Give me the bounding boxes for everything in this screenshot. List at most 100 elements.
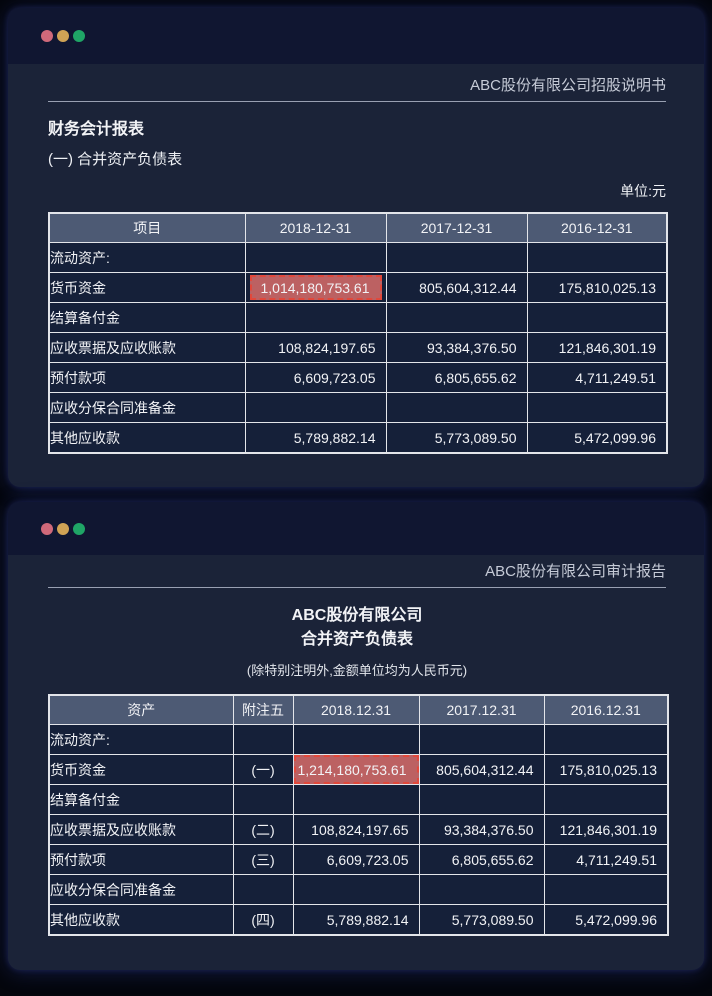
row-label-cell: 预付款项 [48,844,234,875]
value-cell [543,724,669,755]
column-header: 2018.12.31 [292,694,420,725]
value-cell: 175,810,025.13 [526,272,668,303]
window-minimize-icon[interactable] [57,522,69,535]
value-cell [418,874,545,905]
value-cell: 5,472,099.96 [526,422,668,454]
value-cell: 805,604,312.44 [418,754,545,785]
value-cell: 4,711,249.51 [526,362,668,393]
row-label-cell: 应收分保合同准备金 [48,874,234,905]
value-cell [244,392,387,423]
window-content: ABC股份有限公司审计报告 ABC股份有限公司 合并资产负债表 (除特别注明外,… [8,560,704,936]
table-header-row: 资产 附注五 2018.12.31 2017.12.31 2016.12.31 [48,694,669,725]
value-cell [244,242,387,273]
window-titlebar [8,502,704,555]
row-label-cell: 其他应收款 [48,422,246,454]
value-cell: 175,810,025.13 [543,754,669,785]
window-maximize-icon[interactable] [73,522,85,535]
row-label-cell: 应收票据及应收账款 [48,814,234,845]
window-maximize-icon[interactable] [73,30,85,42]
table-row: 流动资产: [48,724,669,755]
value-cell: 5,789,882.14 [244,422,387,454]
subsection-title: (一) 合并资产负债表 [48,151,183,168]
value-cell: 5,773,089.50 [385,422,528,454]
row-label-cell: 流动资产: [48,724,234,755]
section-title: 财务会计报表 [48,121,145,138]
column-header: 附注五 [232,694,294,725]
row-label-cell: 结算备付金 [48,784,234,815]
document-title: ABC股份有限公司招股说明书 [470,77,666,94]
value-cell: 805,604,312.44 [385,272,528,303]
value-cell [385,242,528,273]
value-cell: 6,609,723.05 [292,844,420,875]
table-row: 应收票据及应收账款 108,824,197.65 93,384,376.50 121,… [48,332,668,363]
document-title: ABC股份有限公司审计报告 [485,563,666,580]
window-close-icon[interactable] [41,30,53,42]
value-cell [385,392,528,423]
row-label-cell: 结算备付金 [48,302,246,333]
value-cell [526,302,668,333]
value-cell: 108,824,197.65 [292,814,420,845]
row-label-cell: 预付款项 [48,362,246,393]
value-cell: 5,472,099.96 [543,904,669,936]
row-label-cell: 其他应收款 [48,904,234,936]
value-cell: 93,384,376.50 [385,332,528,363]
row-label-cell: 货币资金 [48,272,246,303]
highlighted-value-cell: 1,214,180,753.61 [292,754,420,785]
column-header: 2016.12.31 [543,694,669,725]
balance-sheet-table-audit: 资产 附注五 2018.12.31 2017.12.31 2016.12.31 流动资产:… [48,694,669,936]
window-close-icon[interactable] [41,522,53,535]
table-row: 应收票据及应收账款 (二) 108,824,197.65 93,384,376.50 1… [48,814,669,845]
value-cell: 5,773,089.50 [418,904,545,936]
table-row: 流动资产: [48,242,668,273]
table-row: 预付款项 6,609,723.05 6,805,655.62 4,711,249.51 [48,362,668,393]
table-row: 货币资金 1,014,180,753.61 805,604,312.44 175,81… [48,272,668,303]
currency-note: (除特别注明外,金额单位均为人民币元) [246,663,468,678]
table-row: 结算备付金 [48,784,669,815]
table-row: 结算备付金 [48,302,668,333]
value-cell [292,724,420,755]
value-cell: 6,609,723.05 [244,362,387,393]
value-cell: 93,384,376.50 [418,814,545,845]
column-header: 2017-12-31 [385,212,528,243]
company-name: ABC股份有限公司 [291,607,423,624]
value-cell: 6,805,655.62 [418,844,545,875]
value-cell: 121,846,301.19 [526,332,668,363]
value-cell [244,302,387,333]
column-header: 2018-12-31 [244,212,387,243]
note-ref-cell: (一) [232,754,294,785]
highlighted-value-cell: 1,014,180,753.61 [244,272,387,303]
note-ref-cell: (三) [232,844,294,875]
value-cell [292,874,420,905]
value-cell [418,784,545,815]
value-cell [385,302,528,333]
table-header-row: 项目 2018-12-31 2017-12-31 2016-12-31 [48,212,668,243]
table-row: 货币资金 (一) 1,214,180,753.61 805,604,312.44 175… [48,754,669,785]
column-header: 2016-12-31 [526,212,668,243]
value-cell [543,784,669,815]
table-row: 其他应收款 (四) 5,789,882.14 5,773,089.50 5,472,09… [48,904,669,936]
note-ref-cell [232,784,294,815]
unit-label: 单位:元 [620,183,666,199]
column-header: 资产 [48,694,234,725]
note-ref-cell [232,724,294,755]
page-background: { "colors": { "highlight_bg": "#bc6162",… [0,8,712,996]
row-label-cell: 应收票据及应收账款 [48,332,246,363]
title-divider [48,587,666,588]
window-minimize-icon[interactable] [57,30,69,42]
window-content: ABC股份有限公司招股说明书 财务会计报表 (一) 合并资产负债表 单位:元 项… [8,74,704,454]
table-row: 预付款项 (三) 6,609,723.05 6,805,655.62 4,711,249… [48,844,669,875]
value-cell [292,784,420,815]
row-label-cell: 流动资产: [48,242,246,273]
table-row: 应收分保合同准备金 [48,874,669,905]
table-row: 其他应收款 5,789,882.14 5,773,089.50 5,472,099.9… [48,422,668,454]
value-cell [543,874,669,905]
value-cell: 121,846,301.19 [543,814,669,845]
row-label-cell: 货币资金 [48,754,234,785]
window-titlebar [8,8,704,64]
value-cell [526,242,668,273]
value-cell: 108,824,197.65 [244,332,387,363]
value-cell [526,392,668,423]
value-cell: 5,789,882.14 [292,904,420,936]
note-ref-cell: (二) [232,814,294,845]
table-row: 应收分保合同准备金 [48,392,668,423]
